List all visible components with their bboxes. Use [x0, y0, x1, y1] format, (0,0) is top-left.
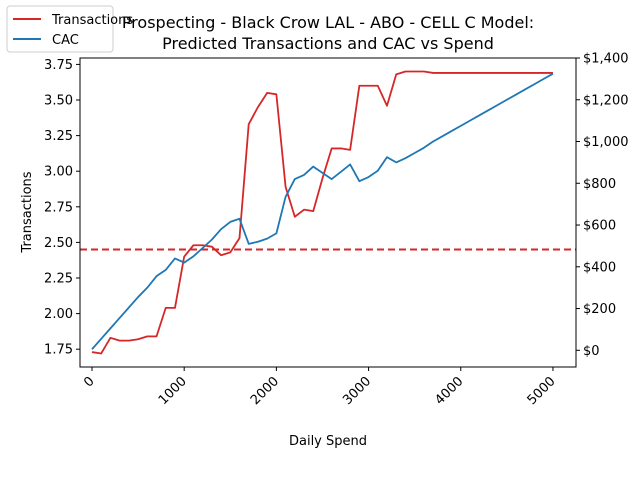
plot-area	[80, 70, 576, 355]
y2-tick-label: $400	[583, 260, 616, 275]
legend: Transactions CAC	[6, 5, 133, 53]
x-tick-label: 0	[81, 374, 97, 390]
chart-title-line1: Prospecting - Black Crow LAL - ABO - CEL…	[122, 13, 534, 32]
x-axis-ticks: 0 1000 2000 3000 4000 5000	[81, 367, 559, 408]
series-line-cac	[91, 72, 554, 350]
y-tick-label: 2.00	[44, 307, 73, 322]
chart-title-line2: Predicted Transactions and CAC vs Spend	[162, 34, 494, 53]
y-tick-label: 3.00	[44, 165, 73, 180]
y2-axis-ticks: $0 $200 $400 $600 $800 $1,000 $1,200 $1,400	[576, 52, 629, 359]
x-axis-label: Daily Spend	[289, 434, 367, 449]
y-tick-label: 2.75	[44, 200, 73, 215]
y2-tick-label: $1,200	[583, 93, 629, 108]
y-axis-ticks: 1.75 2.00 2.25 2.50 2.75 3.00 3.25 3.50 3.75	[44, 58, 80, 358]
legend-label-transactions: Transactions	[51, 13, 133, 28]
y2-tick-label: $1,000	[583, 135, 629, 150]
x-tick-label: 5000	[525, 374, 559, 408]
x-tick-label: 4000	[432, 374, 466, 408]
y2-tick-label: $1,400	[583, 52, 629, 67]
legend-box	[6, 5, 114, 53]
y-tick-label: 3.75	[44, 58, 73, 73]
legend-label-cac: CAC	[52, 33, 79, 48]
y-axis-label: Transactions	[20, 171, 35, 253]
y-tick-label: 2.25	[44, 272, 73, 287]
y2-tick-label: $600	[583, 219, 616, 234]
y2-tick-label: $0	[583, 344, 600, 359]
y2-tick-label: $200	[583, 302, 616, 317]
y-tick-label: 3.50	[44, 94, 73, 109]
x-tick-label: 3000	[340, 374, 374, 408]
x-tick-label: 1000	[156, 374, 190, 408]
x-tick-label: 2000	[248, 374, 282, 408]
y2-tick-label: $800	[583, 177, 616, 192]
y-tick-label: 3.25	[44, 129, 73, 144]
y-tick-label: 2.50	[44, 236, 73, 251]
axes-frame	[79, 57, 577, 368]
y-tick-label: 1.75	[44, 343, 73, 358]
series-line-transactions	[91, 70, 553, 355]
